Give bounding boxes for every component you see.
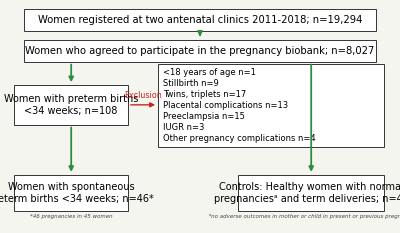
FancyBboxPatch shape	[158, 64, 384, 147]
FancyBboxPatch shape	[14, 175, 128, 211]
Text: ᵃno adverse outcomes in mother or child in present or previous pregnancy: ᵃno adverse outcomes in mother or child …	[208, 214, 400, 219]
Text: Women with preterm births
<34 weeks; n=108: Women with preterm births <34 weeks; n=1…	[4, 94, 138, 116]
FancyBboxPatch shape	[24, 40, 376, 62]
Text: Women registered at two antenatal clinics 2011-2018; n=19,294: Women registered at two antenatal clinic…	[38, 15, 362, 25]
Text: <18 years of age n=1
Stillbirth n=9
Twins, triplets n=17
Placental complications: <18 years of age n=1 Stillbirth n=9 Twin…	[163, 68, 316, 143]
FancyBboxPatch shape	[238, 175, 384, 211]
FancyBboxPatch shape	[14, 85, 128, 125]
Text: Women who agreed to participate in the pregnancy biobank; n=8,027: Women who agreed to participate in the p…	[25, 46, 375, 56]
Text: *46 pregnancies in 45 women: *46 pregnancies in 45 women	[30, 214, 112, 219]
Text: Women with spontaneous
preterm births <34 weeks; n=46*: Women with spontaneous preterm births <3…	[0, 182, 154, 204]
Text: Exclusion: Exclusion	[124, 91, 162, 100]
Text: Controls: Healthy women with normal
pregnanciesᵃ and term deliveries; n=46: Controls: Healthy women with normal preg…	[214, 182, 400, 204]
FancyBboxPatch shape	[24, 9, 376, 31]
